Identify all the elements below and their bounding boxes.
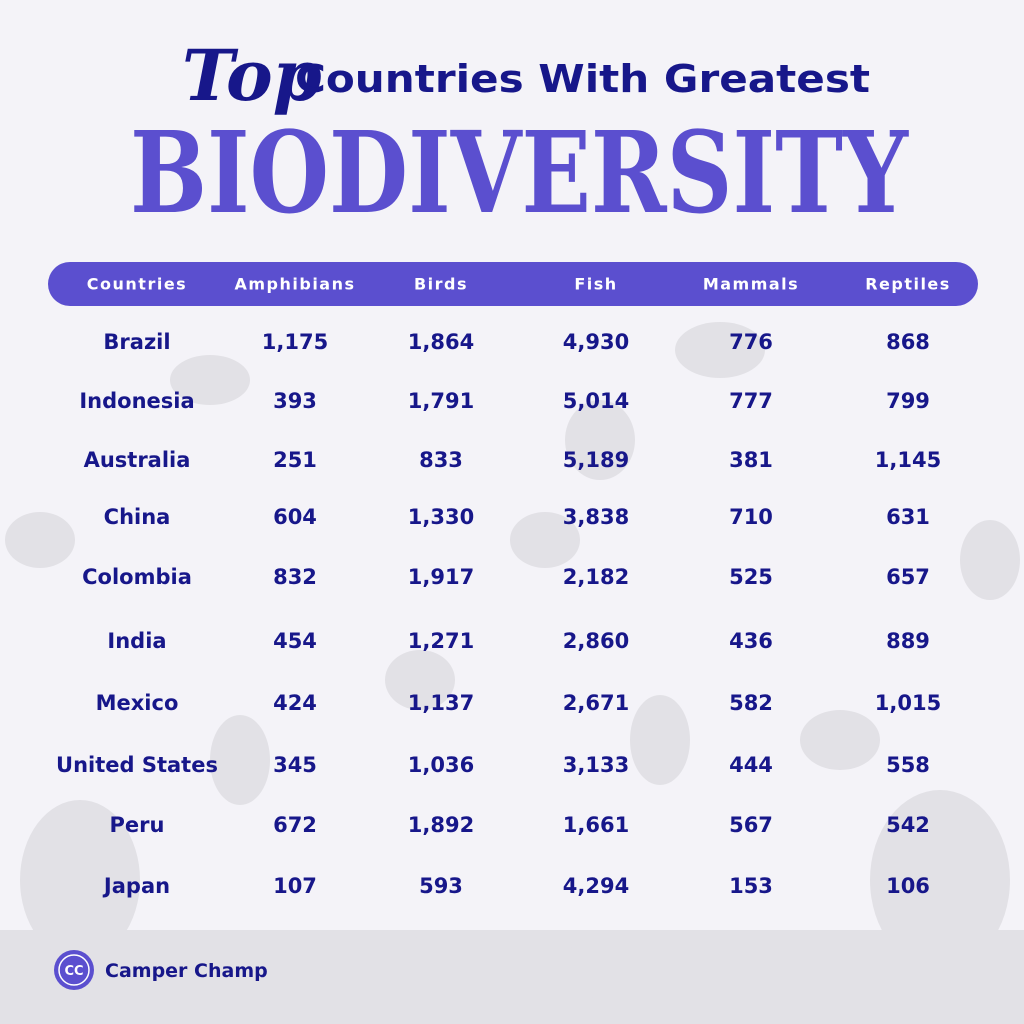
column-header: Reptiles bbox=[865, 274, 951, 294]
value-cell: 2,671 bbox=[562, 691, 630, 715]
value-cell: 107 bbox=[273, 874, 317, 898]
value-cell: 4,294 bbox=[562, 874, 630, 898]
value-cell: 799 bbox=[886, 389, 930, 413]
country-cell: India bbox=[107, 629, 167, 653]
value-cell: 1,892 bbox=[407, 813, 475, 837]
value-cell: 454 bbox=[273, 629, 317, 653]
country-cell: United States bbox=[56, 753, 218, 777]
value-cell: 777 bbox=[729, 389, 773, 413]
title-block: Top Countries With Greatest BIODIVERSITY bbox=[130, 34, 909, 239]
value-cell: 1,015 bbox=[874, 691, 942, 715]
value-cell: 1,917 bbox=[407, 565, 475, 589]
value-cell: 1,330 bbox=[407, 505, 475, 529]
column-header: Countries bbox=[86, 274, 188, 294]
value-cell: 1,271 bbox=[407, 629, 475, 653]
value-cell: 672 bbox=[273, 813, 317, 837]
country-cell: Colombia bbox=[82, 565, 192, 589]
value-cell: 1,137 bbox=[407, 691, 475, 715]
value-cell: 393 bbox=[273, 389, 317, 413]
value-cell: 106 bbox=[886, 874, 930, 898]
logo-circle bbox=[54, 950, 94, 990]
value-cell: 2,182 bbox=[562, 565, 630, 589]
column-header: Mammals bbox=[702, 274, 800, 294]
value-cell: 436 bbox=[729, 629, 773, 653]
value-cell: 833 bbox=[419, 448, 463, 472]
value-cell: 1,145 bbox=[874, 448, 942, 472]
title-script: Top bbox=[182, 34, 322, 117]
value-cell: 5,014 bbox=[562, 389, 630, 413]
logo-ring bbox=[58, 954, 90, 986]
country-cell: Australia bbox=[83, 448, 191, 472]
logo-text: CC bbox=[64, 964, 83, 979]
value-cell: 657 bbox=[886, 565, 930, 589]
country-cell: Japan bbox=[103, 874, 171, 898]
value-cell: 3,133 bbox=[562, 753, 630, 777]
brand: Camper Champ bbox=[105, 960, 268, 982]
value-cell: 567 bbox=[729, 813, 773, 837]
value-cell: 604 bbox=[273, 505, 317, 529]
value-cell: 558 bbox=[886, 753, 930, 777]
country-cell: China bbox=[103, 505, 171, 529]
value-cell: 582 bbox=[729, 691, 773, 715]
value-cell: 444 bbox=[729, 753, 773, 777]
value-cell: 5,189 bbox=[562, 448, 630, 472]
country-cell: Peru bbox=[109, 813, 165, 837]
value-cell: 525 bbox=[729, 565, 773, 589]
value-cell: 381 bbox=[729, 448, 773, 472]
value-cell: 1,791 bbox=[407, 389, 475, 413]
value-cell: 4,930 bbox=[562, 330, 630, 354]
value-cell: 868 bbox=[886, 330, 930, 354]
value-cell: 2,860 bbox=[562, 629, 630, 653]
value-cell: 889 bbox=[886, 629, 930, 653]
value-cell: 832 bbox=[273, 565, 317, 589]
value-cell: 631 bbox=[886, 505, 930, 529]
footer: CC Camper Champ bbox=[54, 950, 268, 990]
value-cell: 542 bbox=[886, 813, 930, 837]
country-cell: Mexico bbox=[95, 691, 179, 715]
value-cell: 153 bbox=[729, 874, 773, 898]
value-cell: 251 bbox=[273, 448, 317, 472]
value-cell: 1,661 bbox=[562, 813, 630, 837]
country-cell: Brazil bbox=[103, 330, 171, 354]
column-header: Amphibians bbox=[234, 274, 356, 294]
title-line: Countries With Greatest bbox=[295, 57, 870, 101]
value-cell: 710 bbox=[729, 505, 773, 529]
title-big: BIODIVERSITY bbox=[130, 108, 909, 239]
value-cell: 776 bbox=[729, 330, 773, 354]
value-cell: 345 bbox=[273, 753, 317, 777]
value-cell: 1,864 bbox=[407, 330, 475, 354]
column-header: Fish bbox=[574, 274, 618, 294]
value-cell: 3,838 bbox=[562, 505, 630, 529]
value-cell: 424 bbox=[273, 691, 317, 715]
value-cell: 1,036 bbox=[407, 753, 475, 777]
column-header: Birds bbox=[413, 274, 469, 294]
header-bar bbox=[48, 262, 978, 306]
country-cell: Indonesia bbox=[79, 389, 195, 413]
value-cell: 1,175 bbox=[261, 330, 329, 354]
value-cell: 593 bbox=[419, 874, 463, 898]
